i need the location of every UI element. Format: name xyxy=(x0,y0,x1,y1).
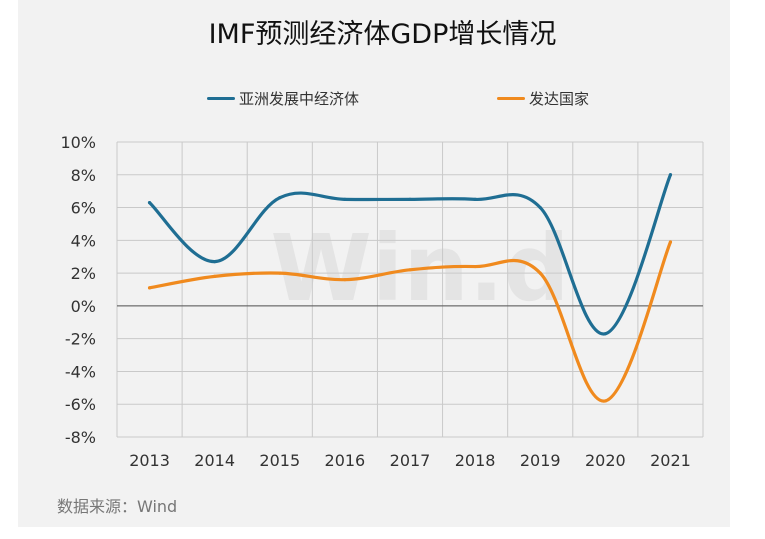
data-point xyxy=(473,197,477,201)
data-point xyxy=(668,240,673,244)
y-tick-label: -2% xyxy=(65,330,96,349)
data-point xyxy=(473,264,477,269)
data-point xyxy=(278,271,282,275)
y-tick-label: -8% xyxy=(65,428,96,447)
x-tick-label: 2014 xyxy=(194,451,235,470)
source-note: 数据来源：Wind xyxy=(57,497,178,516)
data-point xyxy=(147,201,152,205)
y-tick-label: -4% xyxy=(65,362,96,381)
y-tick-label: -6% xyxy=(65,395,96,414)
legend-swatch-developed xyxy=(497,97,525,100)
data-point xyxy=(278,196,282,200)
data-point xyxy=(213,274,217,278)
data-point xyxy=(213,260,217,264)
data-point xyxy=(343,278,347,282)
data-point xyxy=(408,197,412,201)
data-point xyxy=(408,268,412,272)
x-tick-label: 2019 xyxy=(520,451,561,470)
legend-item-developed: 发达国家 xyxy=(497,88,589,109)
x-tick-label: 2017 xyxy=(390,451,431,470)
x-tick-label: 2016 xyxy=(325,451,366,470)
data-point xyxy=(538,271,542,275)
legend-label-asia: 亚洲发展中经济体 xyxy=(239,90,360,108)
y-tick-label: 0% xyxy=(71,297,96,316)
legend-swatch-asia xyxy=(207,97,235,100)
chart-title: IMF预测经济体GDP增长情况 xyxy=(208,19,557,50)
y-tick-label: 10% xyxy=(60,133,96,152)
data-point xyxy=(603,399,607,403)
y-tick-label: 8% xyxy=(71,166,96,185)
x-tick-label: 2020 xyxy=(585,451,626,470)
x-tick-label: 2015 xyxy=(259,451,300,470)
legend-label-developed: 发达国家 xyxy=(529,90,590,108)
x-tick-label: 2013 xyxy=(129,451,170,470)
x-tick-label: 2018 xyxy=(455,451,496,470)
data-point xyxy=(538,205,542,210)
data-point xyxy=(668,173,673,177)
legend-item-asia: 亚洲发展中经济体 xyxy=(207,88,359,109)
x-tick-label: 2021 xyxy=(650,451,691,470)
chart-panel xyxy=(18,0,730,527)
data-point xyxy=(603,332,607,336)
y-tick-label: 6% xyxy=(71,199,96,218)
y-tick-label: 4% xyxy=(71,231,96,250)
y-tick-label: 2% xyxy=(71,264,96,283)
data-point xyxy=(147,286,152,290)
data-point xyxy=(343,197,347,201)
